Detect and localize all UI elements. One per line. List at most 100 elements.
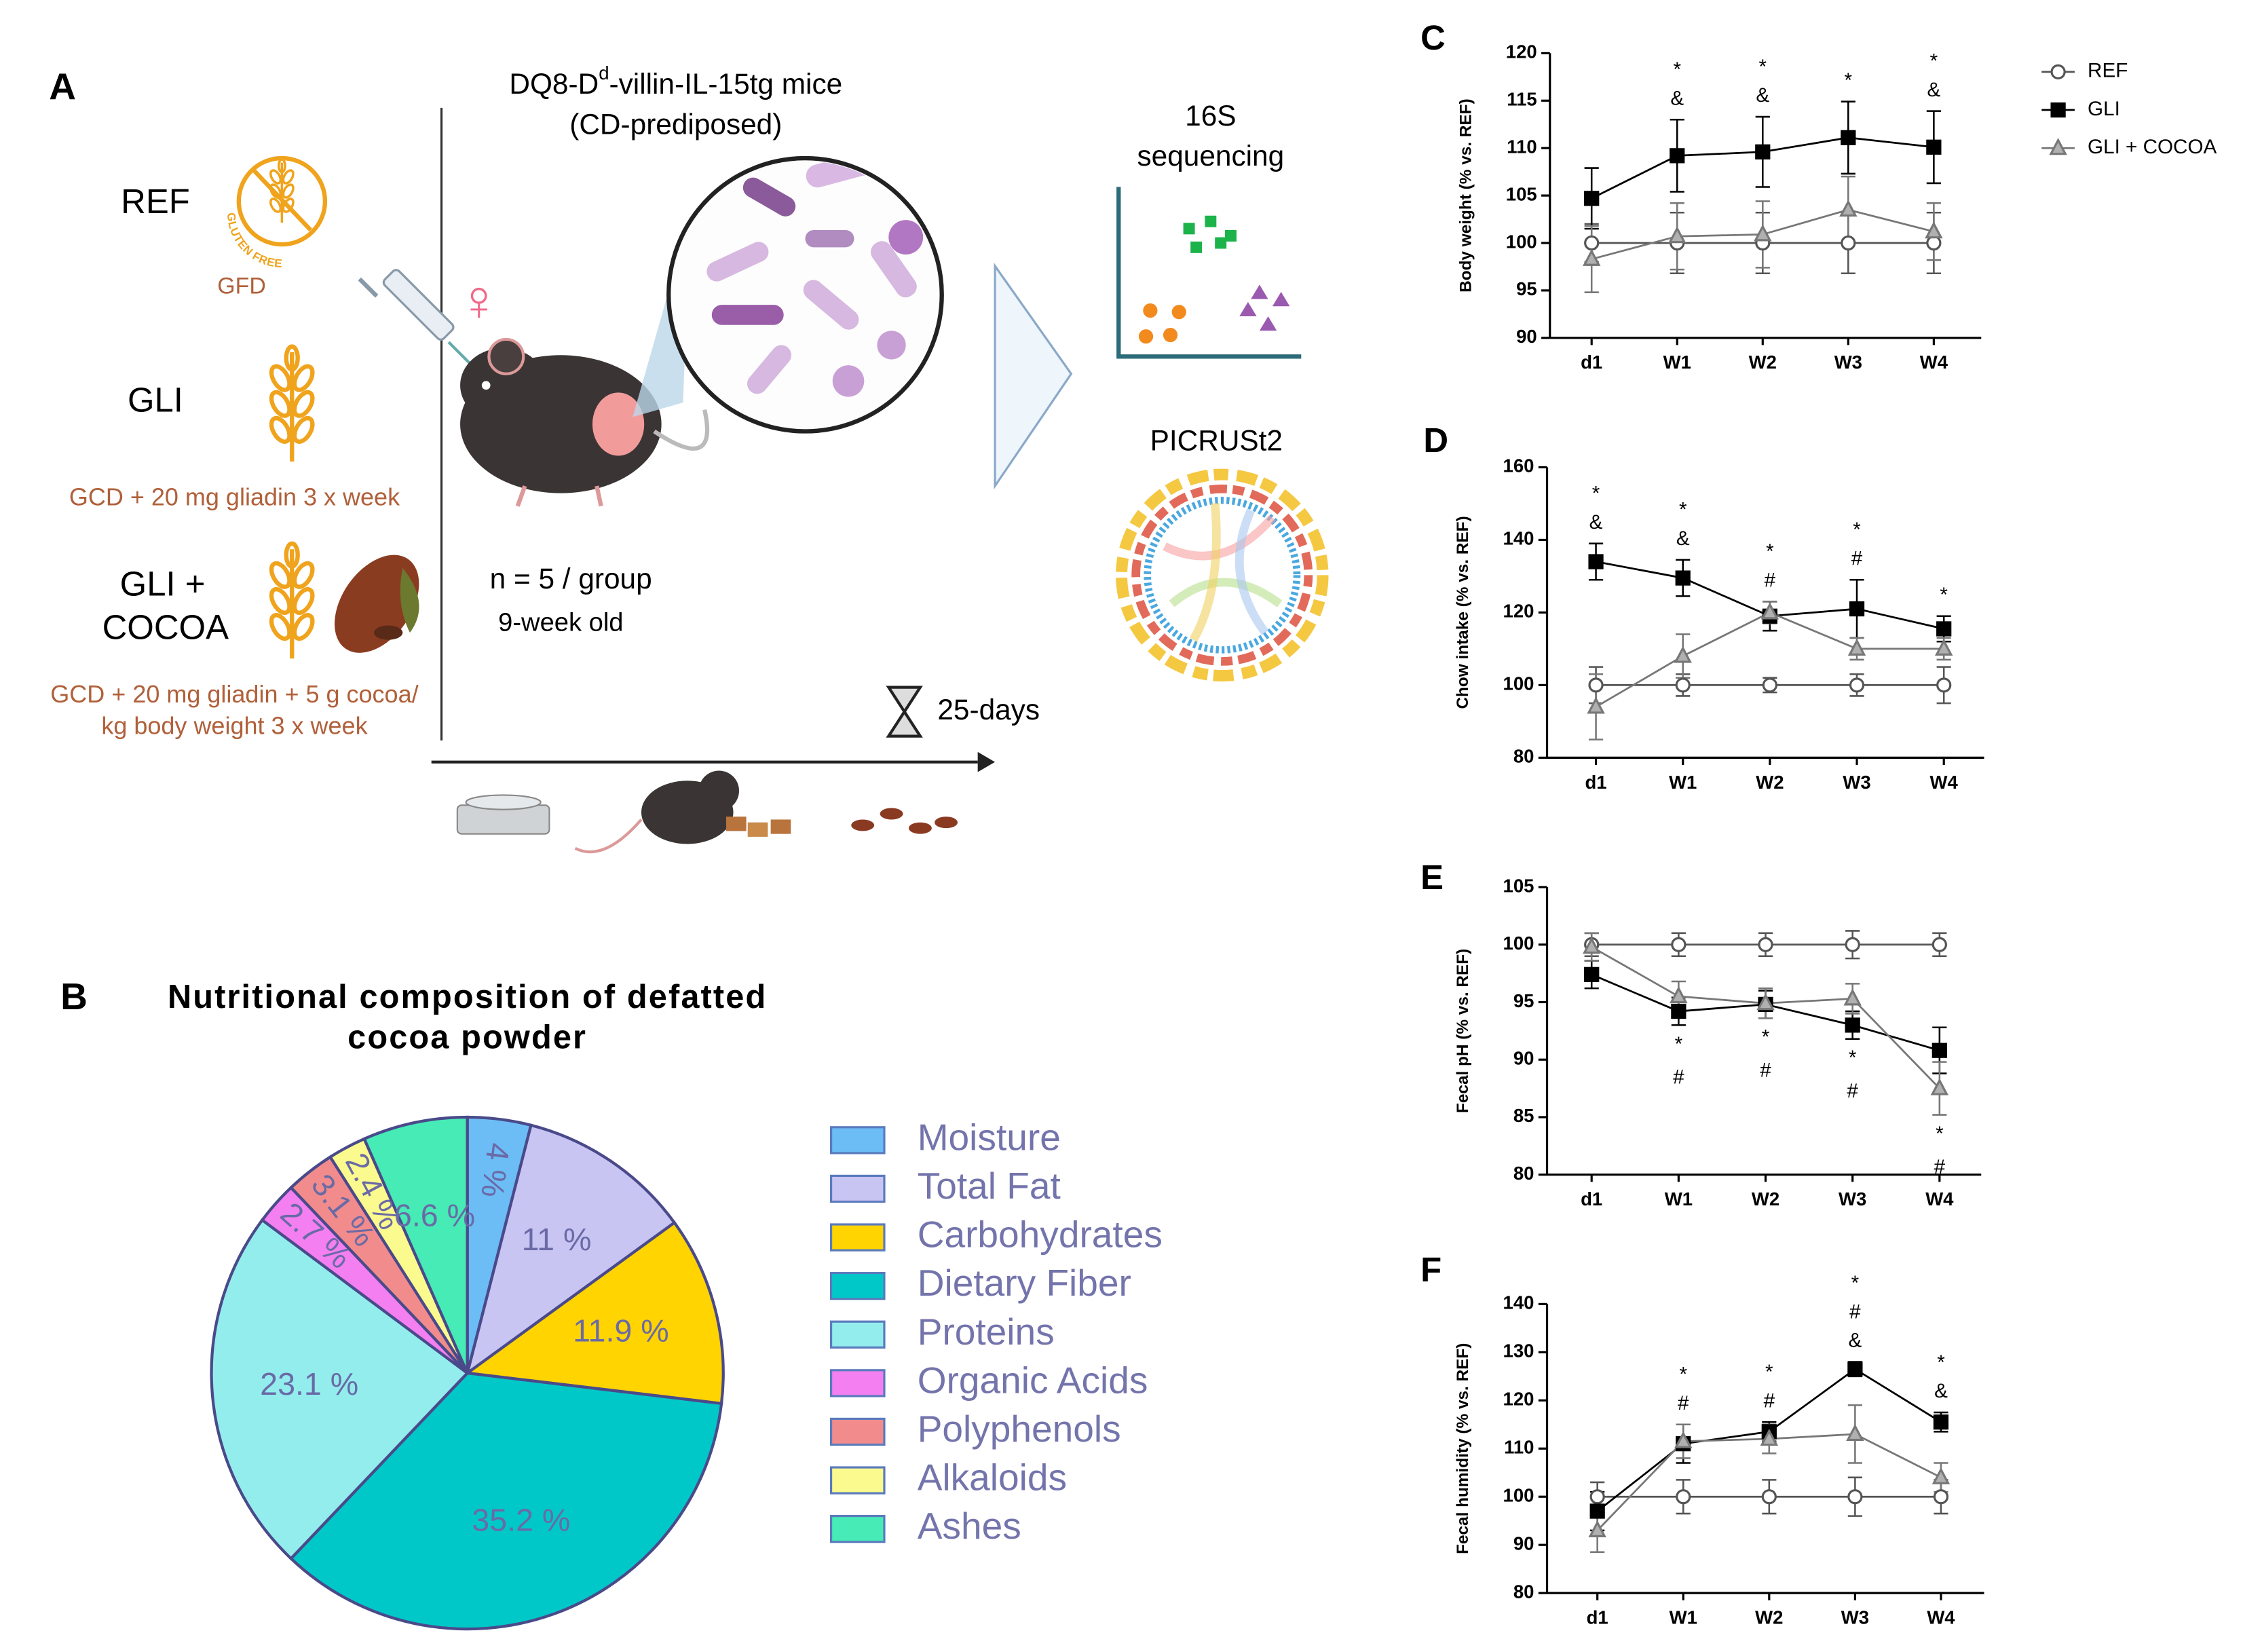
female-symbol: ♀ [457, 267, 501, 332]
y-tick-label: 95 [1513, 990, 1534, 1011]
rect [747, 345, 792, 394]
marker [1846, 1423, 1864, 1442]
path [1116, 187, 1302, 359]
legend-label: Alkaloids [918, 1457, 1067, 1499]
marker [1849, 677, 1865, 693]
legend-swatch [830, 1369, 886, 1397]
panel-label: A [49, 65, 76, 107]
rect [1190, 241, 1203, 253]
x-tick-label: W2 [1752, 1188, 1779, 1209]
rect [706, 242, 769, 282]
duration: 25-days [937, 694, 1040, 726]
y-tick-label: 110 [1507, 136, 1537, 157]
rect [742, 177, 796, 217]
marker [1587, 696, 1605, 714]
mice-title: -villin-IL-15tg mice [609, 68, 843, 100]
line [358, 277, 379, 298]
significance-mark: # [1934, 1156, 1946, 1178]
y-axis-label: Fecal pH (% vs. REF) [1454, 949, 1472, 1113]
y-tick-label: 100 [1506, 231, 1537, 252]
marker [1674, 1431, 1693, 1448]
panel-label: E [1420, 858, 1444, 897]
legend-label: Total Fat [918, 1165, 1061, 1207]
legend-swatch [830, 1272, 886, 1300]
rect [871, 241, 917, 298]
timeline-arrow [977, 751, 996, 772]
rect [1205, 215, 1217, 227]
ellipse [880, 808, 903, 820]
marker [1841, 235, 1856, 251]
y-tick-label: 140 [1503, 1292, 1534, 1313]
x-tick-label: W4 [1925, 1188, 1954, 1209]
marker [2050, 102, 2066, 118]
group-name: GLI + [120, 565, 206, 603]
path [1259, 316, 1277, 331]
marker [1671, 1003, 1686, 1019]
y-tick-label: 90 [1513, 1047, 1534, 1068]
circle [888, 220, 924, 255]
pie-slice [362, 1115, 469, 1374]
x-tick-label: W3 [1843, 772, 1870, 793]
chart-title: cocoa powder [347, 1019, 587, 1055]
marker [1931, 1043, 1947, 1058]
circos-icon [1116, 468, 1329, 682]
marker [1670, 148, 1685, 164]
significance-mark: * [1675, 1033, 1683, 1055]
output-label: PICRUSt2 [1150, 425, 1283, 457]
group-name: REF [121, 182, 190, 221]
y-tick-label: 120 [1506, 41, 1537, 62]
group-name: COCOA [102, 607, 229, 646]
y-tick-label: 80 [1513, 746, 1534, 767]
y-tick-label: 115 [1507, 89, 1537, 110]
marker [1589, 1489, 1605, 1505]
ellipse [465, 794, 542, 810]
significance-mark: * [1851, 1272, 1860, 1294]
slice-label: 11 % [522, 1222, 592, 1257]
slice-label: 23.1 % [260, 1366, 358, 1402]
marker [1933, 1414, 1949, 1430]
pie-slice [464, 1220, 725, 1406]
significance-mark: * [1765, 1361, 1773, 1383]
y-tick-label: 105 [1503, 875, 1534, 896]
significance-mark: # [1760, 1059, 1771, 1081]
significance-mark: & [1927, 79, 1940, 101]
circle [1131, 484, 1313, 666]
legend-label: GLI + COCOA [2088, 136, 2217, 158]
path [886, 686, 923, 738]
marker [1582, 248, 1601, 266]
circle [1171, 305, 1186, 320]
x-tick-label: W1 [1665, 1188, 1693, 1209]
gluten-free-icon: GLUTEN FREE [224, 155, 328, 270]
significance-mark: * [1940, 584, 1948, 606]
marker [1588, 1520, 1606, 1537]
marker [1847, 638, 1866, 656]
circle [1138, 329, 1154, 344]
g [1183, 215, 1237, 253]
y-tick-label: 100 [1503, 933, 1534, 954]
marker [2049, 138, 2067, 155]
significance-mark: * [1592, 483, 1600, 505]
significance-mark: & [1676, 527, 1690, 550]
legend-swatch [830, 1174, 886, 1203]
legend-label: Moisture [918, 1116, 1061, 1158]
syringe [358, 269, 473, 367]
significance-mark: & [1756, 84, 1769, 107]
g [706, 161, 924, 397]
significance-mark: * [1766, 540, 1774, 563]
g [1239, 284, 1290, 331]
circle [1144, 496, 1301, 654]
g [1138, 303, 1186, 344]
y-tick-label: 105 [1506, 183, 1537, 204]
circle [698, 770, 740, 811]
mice-title: DQ8-Dd-villin-IL-15tg mice [509, 62, 842, 100]
legend-label: Organic Acids [918, 1359, 1148, 1401]
marker [1584, 966, 1600, 982]
slice-label: 35.2 % [472, 1502, 570, 1537]
y-axis-label: Chow intake (% vs. REF) [1454, 516, 1472, 709]
rect [770, 819, 791, 834]
marker [1589, 1503, 1605, 1519]
marker [1761, 1489, 1777, 1505]
panel-label: C [1420, 18, 1446, 57]
x-tick-label: d1 [1581, 1188, 1602, 1209]
y-tick-label: 160 [1503, 455, 1534, 476]
